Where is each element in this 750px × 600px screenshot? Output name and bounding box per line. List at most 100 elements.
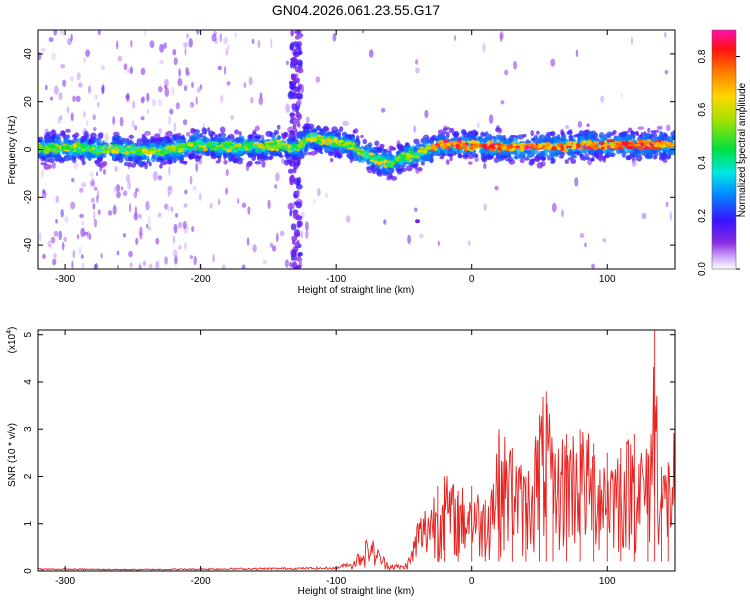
heatmap-speckle xyxy=(60,208,64,218)
heatmap-core-blob xyxy=(141,148,148,152)
heatmap-band-blob xyxy=(495,134,502,139)
heatmap-core-blob xyxy=(400,154,407,159)
colorbar-ticks: 0.0 0.2 0.4 0.6 0.8 xyxy=(697,49,740,276)
heatmap-band-blob xyxy=(87,138,94,145)
heatmap-speckle xyxy=(159,43,165,53)
heatmap-band-blob xyxy=(445,131,450,139)
heatmap-core-blob xyxy=(618,140,622,145)
heatmap-core-blob xyxy=(594,144,598,148)
heatmap-speckle xyxy=(183,85,188,92)
heatmap-band-blob xyxy=(415,142,421,147)
heatmap-band-blob xyxy=(150,137,158,143)
heatmap-band-blob xyxy=(577,121,583,128)
heatmap-band-blob xyxy=(396,143,403,149)
heatmap-speckle xyxy=(237,198,240,204)
heatmap-band-blob xyxy=(254,135,261,139)
heatmap-speckle xyxy=(91,197,95,203)
x-tick-label: -300 xyxy=(55,576,75,587)
heatmap-speckle xyxy=(193,255,197,266)
heatmap-speckle xyxy=(189,255,193,260)
heatmap-band-blob xyxy=(428,139,433,143)
heatmap-speckle xyxy=(116,264,119,269)
heatmap-band-blob xyxy=(514,153,522,159)
heatmap-band-blob xyxy=(43,163,51,170)
heatmap-speckle xyxy=(51,161,56,169)
heatmap-speckle xyxy=(112,116,116,125)
heatmap-band-blob xyxy=(599,132,605,139)
heatmap-band-blob xyxy=(247,152,252,158)
heatmap-band-blob xyxy=(215,160,220,164)
heatmap-core-blob xyxy=(524,145,530,150)
heatmap-speckle xyxy=(55,218,58,224)
heatmap-core-blob xyxy=(430,145,438,150)
heatmap-core-blob xyxy=(470,139,475,144)
heatmap-speckle xyxy=(133,212,139,221)
heatmap-band-blob xyxy=(282,131,289,138)
heatmap-band-blob xyxy=(261,160,266,168)
heatmap-speckle xyxy=(669,211,672,221)
heatmap-core-blob xyxy=(209,146,214,151)
heatmap-speckle xyxy=(212,253,215,263)
heatmap-band-blob xyxy=(603,155,610,159)
heatmap-core-blob xyxy=(535,142,539,146)
heatmap-speckle xyxy=(159,59,165,65)
heatmap-speckle xyxy=(146,92,150,102)
heatmap-core-blob xyxy=(367,152,375,156)
heatmap-speckle xyxy=(50,236,56,244)
heatmap-speckle xyxy=(172,235,175,244)
heatmap-speckle xyxy=(184,47,187,56)
heatmap-band-blob xyxy=(560,135,566,142)
heatmap-speckle xyxy=(75,95,81,103)
heatmap-core-blob xyxy=(280,142,286,146)
heatmap-streak-blob xyxy=(296,257,303,262)
heatmap-core-blob xyxy=(390,162,394,167)
heatmap-core-blob xyxy=(353,148,358,152)
heatmap-speckle xyxy=(127,68,130,74)
heatmap-band-blob xyxy=(446,153,454,157)
heatmap-speckle xyxy=(305,116,310,124)
heatmap-band-blob xyxy=(293,162,299,170)
heatmap-speckle xyxy=(140,97,145,104)
heatmap-speckle xyxy=(380,107,386,113)
heatmap-speckle xyxy=(284,259,289,268)
heatmap-streak-blob xyxy=(290,42,295,50)
heatmap-speckle xyxy=(170,206,174,212)
heatmap-speckle xyxy=(324,192,329,199)
heatmap-band-blob xyxy=(370,164,376,168)
heatmap-speckle xyxy=(116,40,119,50)
heatmap-speckle xyxy=(182,119,188,126)
heatmap-band-blob xyxy=(190,152,195,160)
heatmap-speckle xyxy=(591,263,596,269)
heatmap-speckle xyxy=(169,108,174,115)
heatmap-streak-blob xyxy=(297,67,304,74)
heatmap-band-blob xyxy=(190,127,196,135)
heatmap-speckle xyxy=(47,240,52,248)
heatmap-speckle xyxy=(135,187,140,193)
snr-x-axis-label: Height of straight line (km) xyxy=(298,586,415,597)
heatmap-core-blob xyxy=(643,141,649,145)
colorbar-tick-label: 0.0 xyxy=(697,262,708,276)
heatmap-speckle xyxy=(250,96,254,104)
heatmap-speckle xyxy=(64,215,69,224)
heatmap-speckle xyxy=(164,87,170,98)
heatmap-streak-blob xyxy=(289,175,295,183)
heatmap-core-blob xyxy=(212,142,216,145)
heatmap-core-blob xyxy=(256,142,264,147)
heatmap-core-blob xyxy=(488,145,494,149)
heatmap-band-blob xyxy=(383,171,389,175)
heatmap-speckle xyxy=(59,30,65,36)
heatmap-speckle xyxy=(300,230,303,239)
heatmap-core-blob xyxy=(232,145,239,148)
heatmap-streak-blob xyxy=(294,232,301,237)
heatmap-speckle xyxy=(172,49,177,56)
heatmap-speckle xyxy=(269,242,274,248)
heatmap-speckle xyxy=(128,250,133,258)
heatmap-band-blob xyxy=(301,131,306,136)
heatmap-speckle xyxy=(104,132,109,143)
heatmap-speckle xyxy=(424,109,429,119)
heatmap-band-blob xyxy=(128,134,134,139)
heatmap-speckle xyxy=(196,86,201,94)
heatmap-band-blob xyxy=(577,137,581,143)
heatmap-core-blob xyxy=(489,140,494,145)
